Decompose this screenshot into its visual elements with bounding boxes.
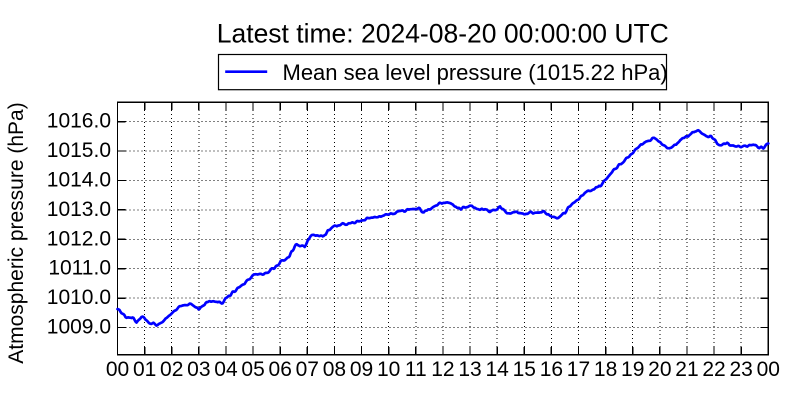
svg-text:1016.0: 1016.0 (47, 110, 111, 133)
svg-text:Atmospheric pressure (hPa): Atmospheric pressure (hPa) (5, 102, 28, 363)
svg-text:02: 02 (160, 358, 183, 381)
svg-text:1009.0: 1009.0 (47, 316, 111, 339)
svg-text:1015.0: 1015.0 (47, 139, 111, 162)
svg-text:14: 14 (485, 358, 509, 381)
svg-text:16: 16 (540, 358, 563, 381)
svg-text:03: 03 (187, 358, 210, 381)
svg-text:23: 23 (730, 358, 753, 381)
svg-text:21: 21 (675, 358, 698, 381)
svg-text:06: 06 (269, 358, 292, 381)
svg-text:19: 19 (621, 358, 644, 381)
svg-text:04: 04 (214, 358, 238, 381)
svg-text:07: 07 (296, 358, 319, 381)
svg-text:13: 13 (458, 358, 481, 381)
svg-text:20: 20 (648, 358, 671, 381)
svg-text:05: 05 (241, 358, 264, 381)
svg-text:22: 22 (702, 358, 725, 381)
svg-text:12: 12 (431, 358, 454, 381)
svg-text:08: 08 (323, 358, 346, 381)
svg-text:1010.0: 1010.0 (47, 286, 111, 309)
svg-text:00: 00 (106, 358, 129, 381)
svg-text:10: 10 (377, 358, 400, 381)
svg-text:15: 15 (513, 358, 536, 381)
svg-text:18: 18 (594, 358, 617, 381)
svg-text:09: 09 (350, 358, 373, 381)
svg-text:1012.0: 1012.0 (47, 227, 111, 250)
svg-text:Latest time: 2024-08-20 00:00:: Latest time: 2024-08-20 00:00:00 UTC (217, 19, 669, 49)
svg-text:Mean sea level pressure (1015.: Mean sea level pressure (1015.22 hPa) (283, 60, 668, 85)
svg-text:1011.0: 1011.0 (48, 257, 111, 280)
svg-text:01: 01 (133, 358, 156, 381)
svg-text:17: 17 (567, 358, 590, 381)
svg-text:1014.0: 1014.0 (47, 168, 111, 191)
svg-text:1013.0: 1013.0 (47, 198, 111, 221)
svg-text:00: 00 (757, 358, 780, 381)
svg-text:11: 11 (405, 358, 427, 381)
